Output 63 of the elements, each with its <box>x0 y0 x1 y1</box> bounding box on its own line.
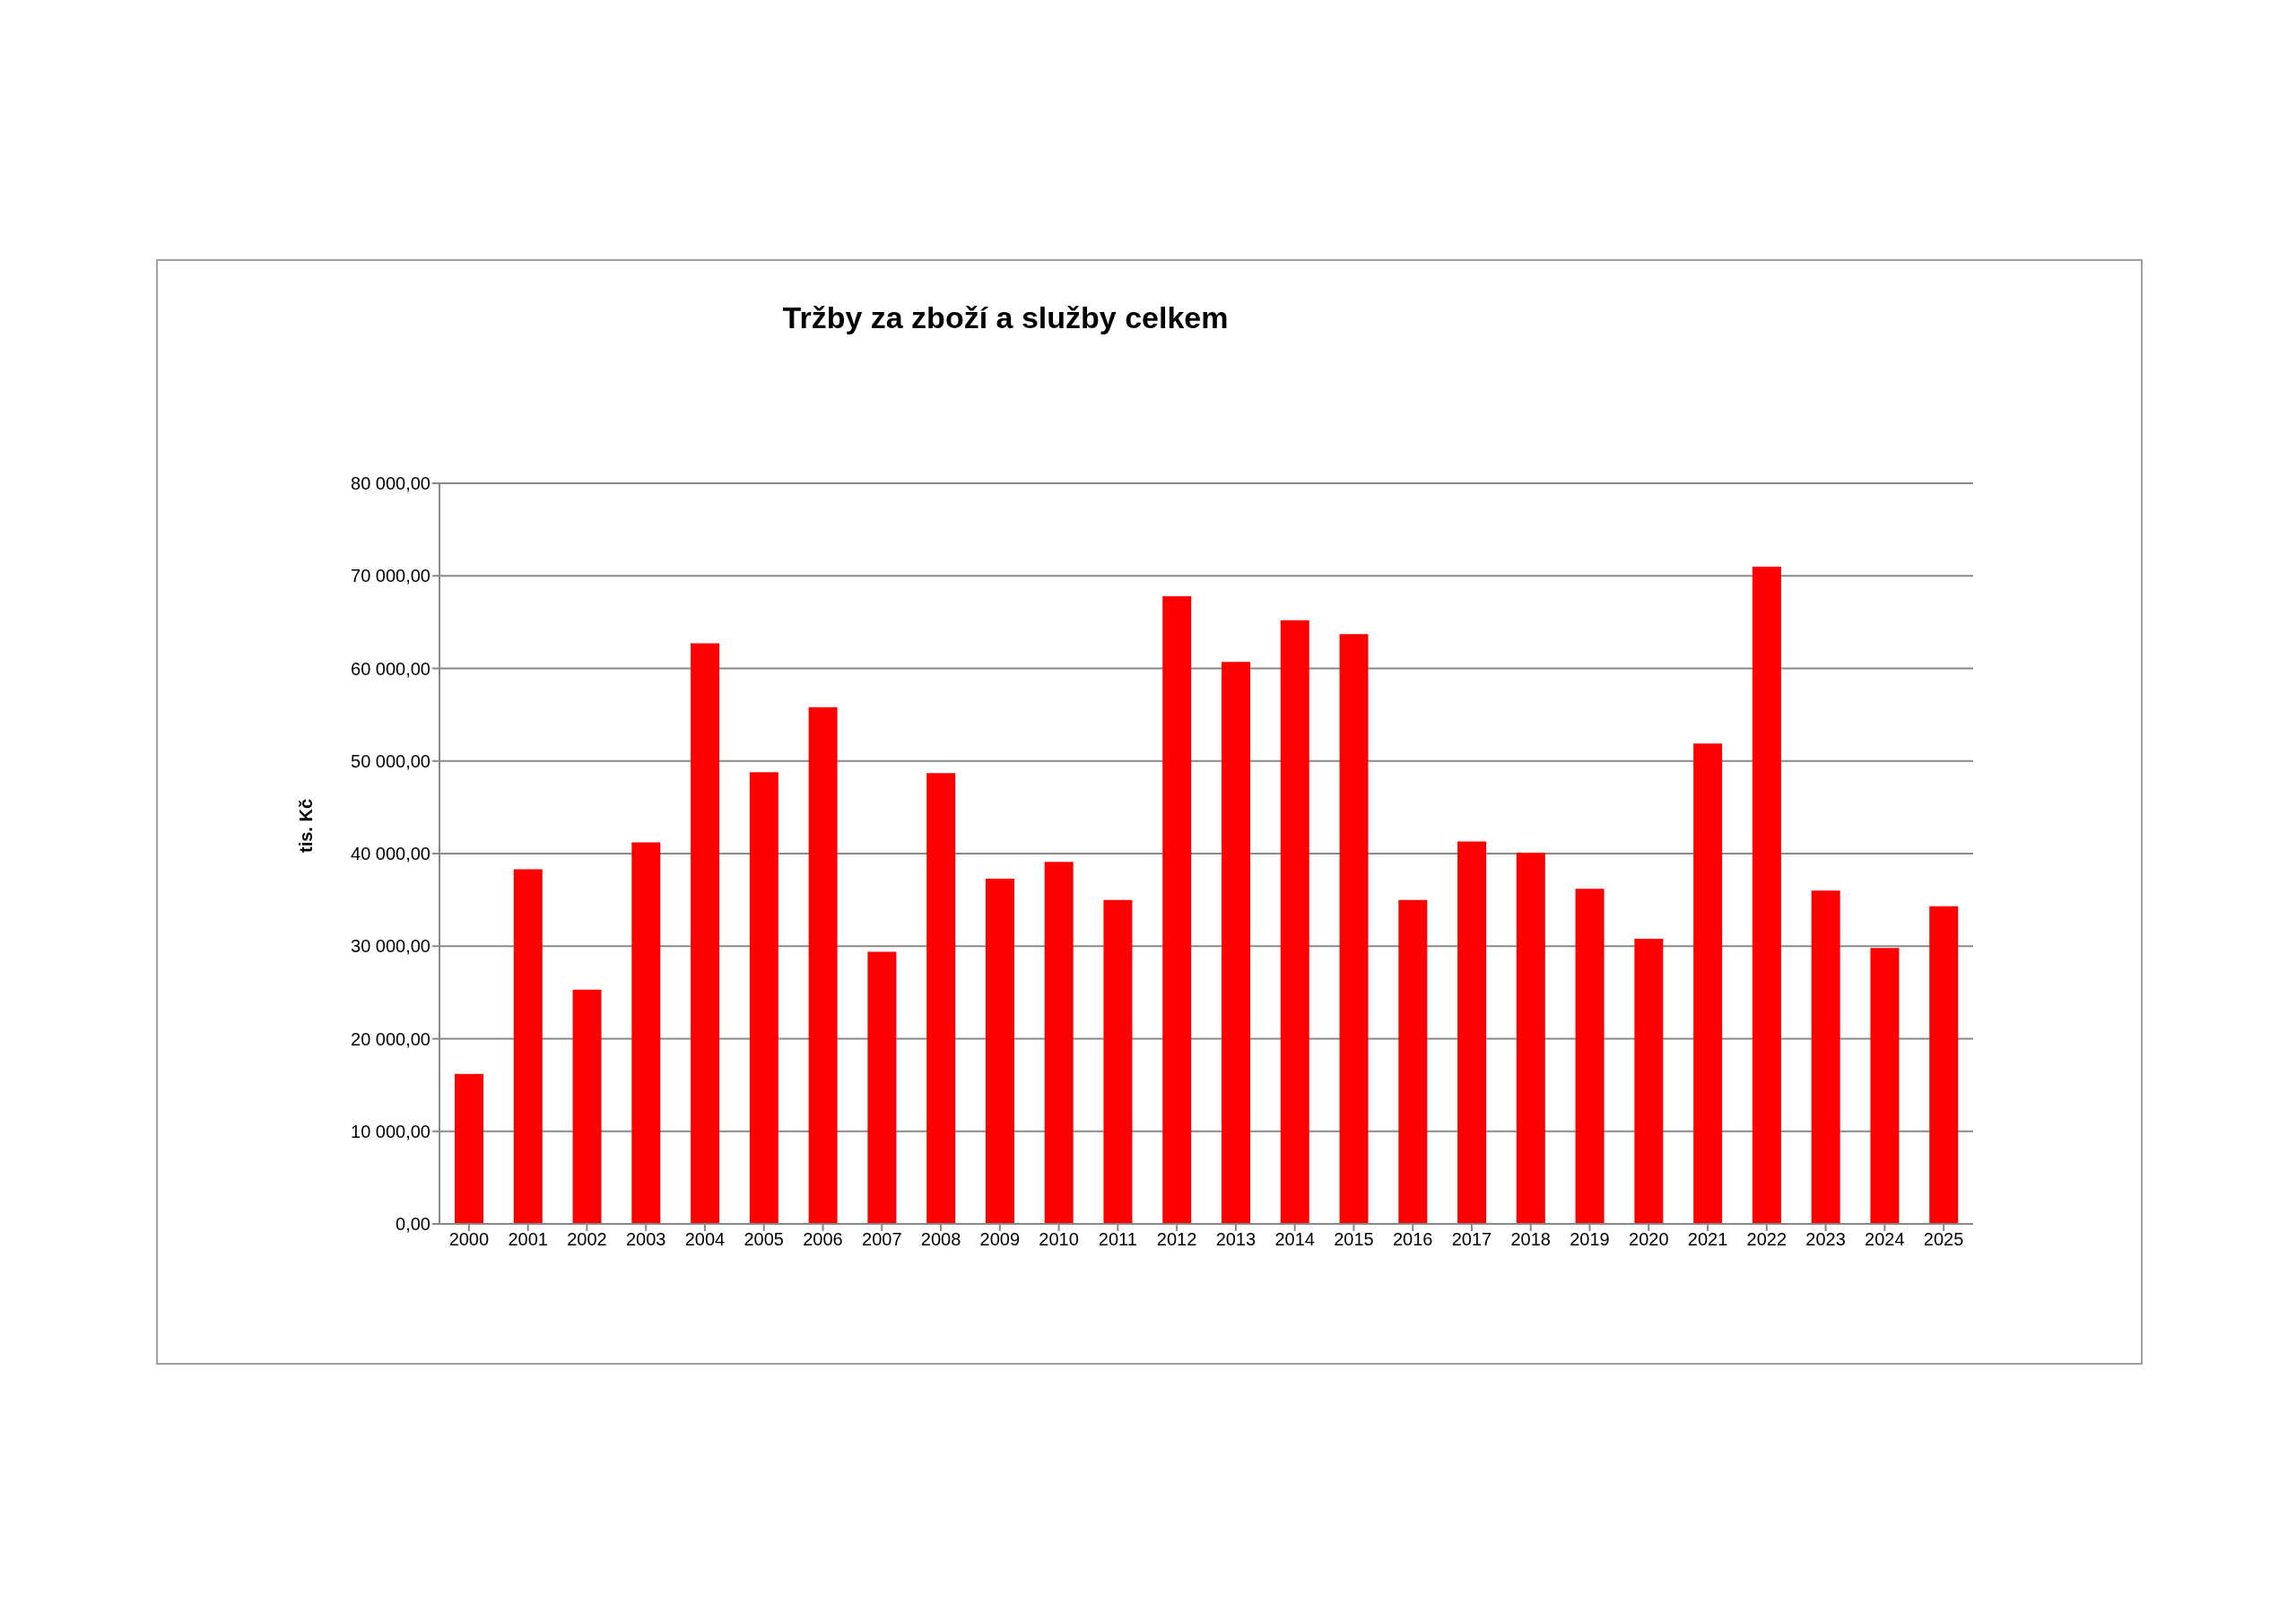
y-tick-label: 0,00 <box>396 1214 430 1235</box>
x-tick-label: 2015 <box>1334 1229 1374 1250</box>
x-tick-label: 2013 <box>1215 1229 1257 1250</box>
x-tick-label: 2014 <box>1274 1229 1315 1250</box>
y-tick-label: 80 000,00 <box>351 473 430 494</box>
x-tick-label: 2003 <box>625 1229 666 1250</box>
bar <box>513 869 543 1224</box>
x-tick-label: 2024 <box>1865 1229 1905 1250</box>
x-tick-label: 2004 <box>684 1229 726 1250</box>
bar <box>1222 662 1250 1224</box>
bar <box>631 842 661 1224</box>
x-tick-label: 2006 <box>803 1229 843 1250</box>
y-tick-label: 50 000,00 <box>351 750 430 771</box>
x-tick-label: 2016 <box>1392 1229 1433 1250</box>
bar <box>1811 890 1840 1224</box>
x-tick-label: 2017 <box>1451 1229 1492 1250</box>
bar <box>926 773 956 1224</box>
bar <box>1457 841 1487 1224</box>
bar <box>1044 862 1074 1224</box>
x-tick-label: 2001 <box>508 1229 548 1250</box>
bar <box>749 772 778 1224</box>
y-axis-title: tis. Kč <box>295 798 317 854</box>
bar <box>691 643 720 1224</box>
bar <box>1752 566 1781 1224</box>
y-tick-label: 10 000,00 <box>351 1121 430 1141</box>
x-tick-label: 2010 <box>1039 1229 1079 1250</box>
x-tick-label: 2008 <box>920 1229 961 1250</box>
bar <box>1634 938 1664 1224</box>
x-tick-label: 2018 <box>1510 1229 1551 1250</box>
x-tick-label: 2022 <box>1746 1229 1787 1250</box>
bar <box>1693 743 1723 1224</box>
bar <box>455 1073 483 1224</box>
x-tick-label: 2000 <box>448 1229 490 1250</box>
bar <box>1398 899 1428 1224</box>
y-tick-label: 70 000,00 <box>351 566 430 586</box>
bar <box>1929 906 1959 1224</box>
y-tick-label: 40 000,00 <box>351 844 430 864</box>
bar <box>1280 620 1309 1224</box>
x-tick-label: 2007 <box>862 1229 902 1250</box>
x-tick-label: 2019 <box>1570 1229 1610 1250</box>
y-tick-label: 60 000,00 <box>351 658 430 679</box>
x-tick-label: 2009 <box>979 1229 1021 1250</box>
x-tick-label: 2012 <box>1156 1229 1197 1250</box>
bar <box>1516 852 1545 1224</box>
y-tick-label: 30 000,00 <box>351 936 430 957</box>
bar <box>1339 634 1369 1224</box>
x-tick-label: 2021 <box>1687 1229 1728 1250</box>
x-tick-label: 2023 <box>1805 1229 1846 1250</box>
bar <box>572 989 602 1224</box>
x-tick-label: 2011 <box>1098 1229 1137 1250</box>
x-tick-label: 2002 <box>567 1229 607 1250</box>
bar <box>1162 595 1192 1224</box>
bar <box>985 878 1014 1224</box>
y-tick-label: 20 000,00 <box>351 1028 430 1049</box>
bar <box>1575 889 1605 1224</box>
chart-title: Tržby za zboží a služby celkem <box>781 300 1230 335</box>
bar <box>808 707 838 1224</box>
bar <box>867 951 897 1224</box>
bar <box>1103 899 1133 1224</box>
x-tick-label: 2025 <box>1923 1229 1964 1250</box>
x-tick-label: 2020 <box>1629 1229 1669 1250</box>
x-tick-label: 2005 <box>744 1229 784 1250</box>
bar <box>1870 948 1900 1224</box>
